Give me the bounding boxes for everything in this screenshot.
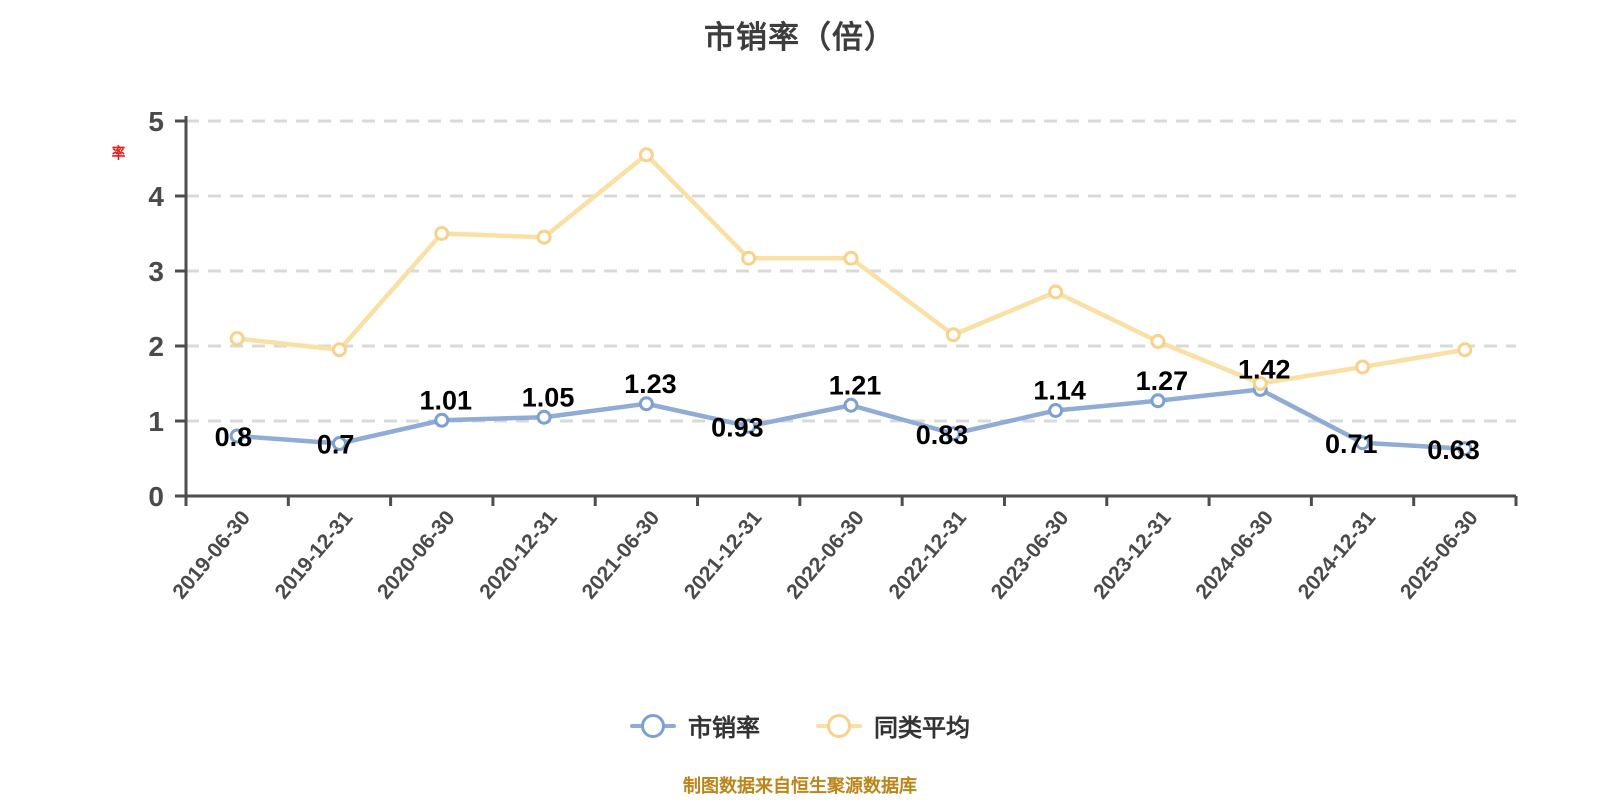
x-tick-label: 2023-12-31 [1089,506,1176,603]
data-label: 0.83 [916,420,969,450]
y-axis-unit-label: 率 [111,145,126,162]
data-point-marker [331,436,347,451]
x-tick-label: 2020-06-30 [373,506,460,603]
data-point-marker [536,409,552,425]
data-point-marker [434,412,450,428]
y-tick-label: 1 [148,406,164,437]
x-tick-label: 2019-06-30 [168,506,255,603]
data-point-marker [843,397,859,413]
data-point-marker [1150,334,1166,349]
data-point-marker [945,327,961,343]
data-point-marker [1355,359,1371,375]
data-point-marker [1048,403,1064,418]
x-tick-label: 2023-06-30 [987,506,1074,603]
data-point-marker [638,396,654,412]
series-line-avg [236,152,1466,386]
data-point-marker [434,226,450,241]
data-label: 1.21 [829,370,882,400]
data-label: 1.42 [1238,355,1291,385]
legend-label-category-average: 同类平均 [874,715,970,742]
data-label: 0.63 [1427,435,1480,465]
data-point-marker [1457,441,1473,457]
y-tick-label: 3 [148,256,164,287]
x-tick-label: 2021-06-30 [578,506,665,603]
data-source-note: 制图数据来自恒生聚源数据库 [683,776,917,796]
legend-item-psr[interactable]: 市销率 [630,708,760,743]
data-point-marker [638,147,654,163]
data-point-marker [1355,435,1371,451]
data-label: 0.7 [317,430,355,460]
data-point-marker [229,428,245,444]
psr-line-marker-icon [630,713,676,739]
x-tick-label: 2024-06-30 [1191,506,1278,603]
data-label: 0.8 [215,422,253,452]
x-tick-label: 2020-12-31 [475,506,562,603]
category-average-line-marker-icon [816,713,862,739]
data-point-marker [1048,284,1064,300]
data-point-marker [1252,376,1268,391]
data-point-marker [331,342,347,358]
data-label: 0.93 [711,412,764,442]
data-point-marker [229,331,245,346]
data-point-marker [741,418,757,434]
data-point-marker [1150,393,1166,409]
data-point-marker [1457,342,1473,358]
x-tick-label: 2019-12-31 [271,506,358,603]
y-tick-label: 2 [148,331,164,362]
x-tick-label: 2024-12-31 [1294,506,1381,603]
legend-label-psr: 市销率 [688,715,760,742]
data-label: 1.01 [419,385,472,415]
y-tick-label: 4 [148,181,164,212]
data-point-marker [843,250,859,266]
y-tick-label: 5 [148,106,164,137]
legend-item-category-average[interactable]: 同类平均 [816,708,970,743]
data-label: 1.27 [1136,366,1189,396]
x-tick-label: 2021-12-31 [680,506,767,603]
x-tick-label: 2022-06-30 [782,506,869,603]
y-tick-label: 0 [148,481,164,512]
x-tick-label: 2025-06-30 [1396,506,1483,603]
data-point-marker [741,250,757,266]
data-point-marker [536,229,552,245]
data-label: 1.05 [522,382,575,412]
data-label: 1.23 [624,369,677,399]
data-point-marker [945,426,961,442]
data-label: 1.14 [1033,376,1086,406]
x-tick-label: 2022-12-31 [884,506,971,603]
chart-title: 市销率（倍） [704,20,896,55]
data-label: 0.71 [1325,429,1378,459]
chart-legend: 市销率 同类平均 [0,708,1600,743]
